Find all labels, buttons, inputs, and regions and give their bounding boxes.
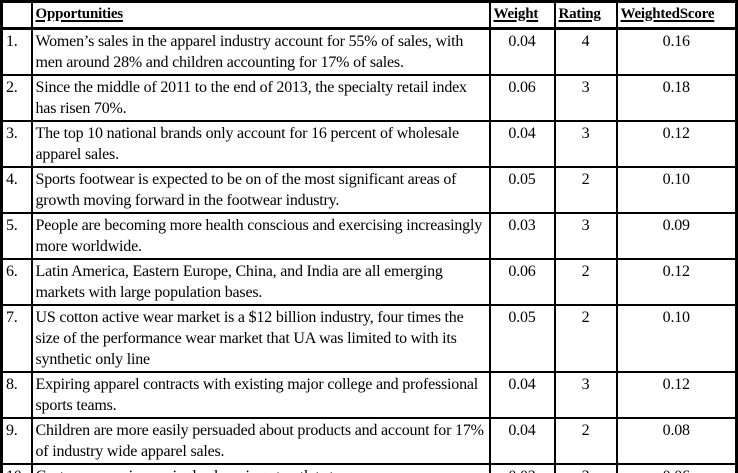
rating-value: 2 [553, 417, 618, 465]
row-number: 8. [0, 371, 33, 419]
weight-value: 0.04 [488, 417, 556, 465]
weight-value: 0.02 [488, 463, 556, 473]
table-row: 3. The top 10 national brands only accou… [0, 120, 738, 168]
opportunity-text: US cotton active wear market is a $12 bi… [30, 304, 491, 373]
table-row: 8. Expiring apparel contracts with exist… [0, 371, 738, 419]
weight-value: 0.04 [488, 120, 556, 168]
table-row: 10. Customers are increasingly shopping … [0, 463, 738, 473]
row-number: 1. [0, 27, 33, 76]
weighted-score-value: 0.16 [615, 27, 738, 76]
opportunity-text: Customers are increasingly shopping at o… [30, 463, 491, 473]
weighted-score-column-header: WeightedScore [615, 0, 738, 30]
opportunity-text: The top 10 national brands only account … [30, 120, 491, 168]
table-row: 5. People are becoming more health consc… [0, 212, 738, 260]
row-number: 4. [0, 166, 33, 214]
weight-value: 0.04 [488, 27, 556, 76]
row-number: 7. [0, 304, 33, 373]
weighted-score-value: 0.12 [615, 371, 738, 419]
row-number: 2. [0, 74, 33, 122]
rating-value: 2 [553, 304, 618, 373]
rating-value: 4 [553, 27, 618, 76]
table-row: 9. Children are more easily persuaded ab… [0, 417, 738, 465]
table-row: 2. Since the middle of 2011 to the end o… [0, 74, 738, 122]
weight-value: 0.05 [488, 304, 556, 373]
weighted-score-value: 0.06 [615, 463, 738, 473]
opportunity-text: Children are more easily persuaded about… [30, 417, 491, 465]
opportunity-text: Latin America, Eastern Europe, China, an… [30, 258, 491, 306]
weighted-score-value: 0.18 [615, 74, 738, 122]
row-number: 6. [0, 258, 33, 306]
table-row: 1. Women’s sales in the apparel industry… [0, 27, 738, 76]
table-row: 6. Latin America, Eastern Europe, China,… [0, 258, 738, 306]
rating-value: 3 [553, 120, 618, 168]
row-number: 10. [0, 463, 33, 473]
row-number: 3. [0, 120, 33, 168]
opportunity-text: Sports footwear is expected to be on of … [30, 166, 491, 214]
opportunities-column-header: Opportunities [30, 0, 491, 30]
opportunity-text: People are becoming more health consciou… [30, 212, 491, 260]
rating-value: 3 [553, 74, 618, 122]
table-row: 7. US cotton active wear market is a $12… [0, 304, 738, 373]
weight-value: 0.06 [488, 258, 556, 306]
rating-value: 3 [553, 371, 618, 419]
weighted-score-value: 0.09 [615, 212, 738, 260]
rating-value: 3 [553, 212, 618, 260]
weight-value: 0.03 [488, 212, 556, 260]
number-column-header [0, 0, 33, 30]
opportunity-text: Since the middle of 2011 to the end of 2… [30, 74, 491, 122]
weight-column-header: Weight [488, 0, 556, 30]
rating-value: 2 [553, 258, 618, 306]
weighted-score-value: 0.10 [615, 304, 738, 373]
weight-value: 0.04 [488, 371, 556, 419]
weighted-score-value: 0.10 [615, 166, 738, 214]
row-number: 9. [0, 417, 33, 465]
rating-value: 3 [553, 463, 618, 473]
weighted-score-value: 0.08 [615, 417, 738, 465]
rating-value: 2 [553, 166, 618, 214]
weight-value: 0.06 [488, 74, 556, 122]
opportunity-text: Women’s sales in the apparel industry ac… [30, 27, 491, 76]
table-header-row: Opportunities Weight Rating WeightedScor… [0, 0, 738, 30]
rating-column-header: Rating [553, 0, 618, 30]
weighted-score-value: 0.12 [615, 258, 738, 306]
table-row: 4. Sports footwear is expected to be on … [0, 166, 738, 214]
weighted-score-value: 0.12 [615, 120, 738, 168]
weight-value: 0.05 [488, 166, 556, 214]
opportunity-text: Expiring apparel contracts with existing… [30, 371, 491, 419]
row-number: 5. [0, 212, 33, 260]
